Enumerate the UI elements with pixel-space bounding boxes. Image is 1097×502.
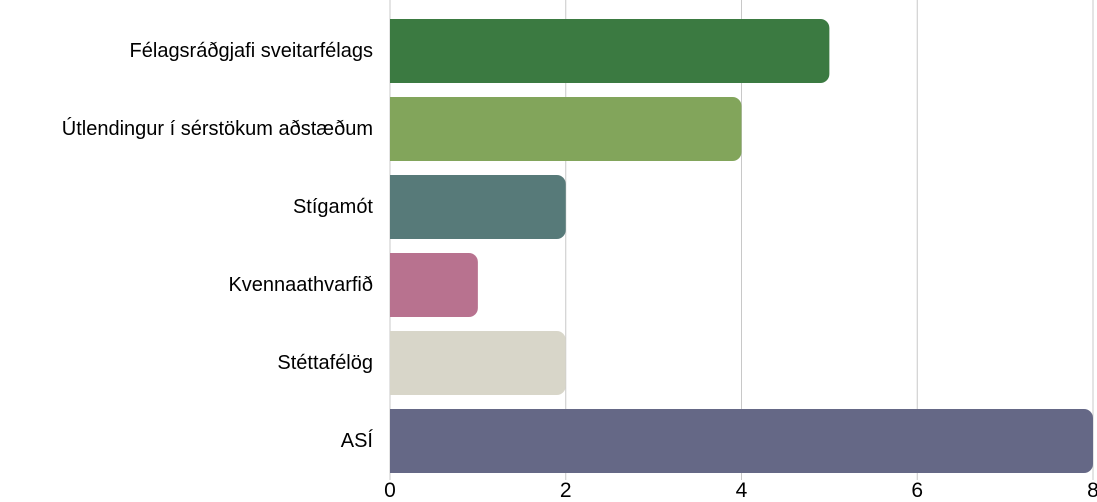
bars [390,19,1093,473]
category-label: Stéttafélög [277,352,373,374]
bar-4 [390,253,478,317]
x-tick-label: 4 [736,479,748,502]
bar-2 [390,97,742,161]
category-label: Kvennaathvarfið [228,274,373,296]
x-axis-ticks: 0 2 4 6 8 [384,479,1097,502]
category-label: Stígamót [293,196,373,218]
category-label: ASÍ [341,429,374,452]
bar-6 [390,409,1093,473]
bar-1 [390,19,830,83]
category-label: Félagsráðgjafi sveitarfélags [130,40,373,62]
category-label: Útlendingur í sérstökum aðstæðum [62,117,373,140]
bar-3 [390,175,566,239]
category-labels: Félagsráðgjafi sveitarfélags Útlendingur … [62,40,374,452]
x-tick-label: 6 [911,479,923,502]
x-tick-label: 0 [384,479,396,502]
x-tick-label: 8 [1087,479,1097,502]
bar-5 [390,331,566,395]
x-tick-label: 2 [560,479,572,502]
